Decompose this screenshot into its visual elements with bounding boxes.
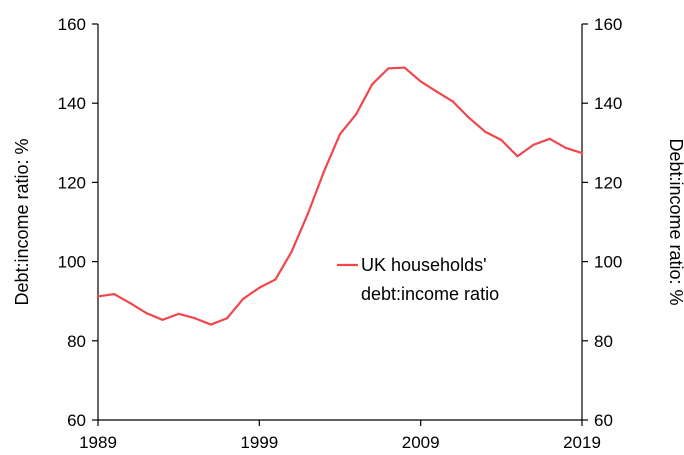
data-point-1991 (129, 302, 132, 305)
data-point-2013 (484, 130, 487, 133)
data-point-1997 (225, 317, 229, 320)
data-point-2018 (564, 146, 567, 150)
data-point-2006 (371, 83, 374, 86)
series-points (96, 66, 584, 326)
y-tick-label-right-160: 160 (594, 15, 622, 34)
data-point-2003 (322, 170, 325, 173)
data-point-1999 (258, 286, 261, 289)
y-tick-label-right-120: 120 (594, 173, 622, 192)
x-tick-label-1989: 1989 (79, 433, 117, 452)
data-point-1993 (161, 318, 164, 321)
x-tick-label-1999: 1999 (240, 433, 278, 452)
data-point-2011 (451, 100, 455, 103)
y-axis-title-left: Debt:income ratio: % (12, 138, 32, 305)
data-point-2008 (403, 66, 406, 69)
data-point-2002 (306, 212, 309, 216)
legend: UK households' debt:income ratio (337, 255, 499, 304)
data-point-2007 (387, 67, 390, 70)
data-point-1994 (177, 312, 180, 315)
y-tick-label-right-80: 80 (594, 332, 613, 351)
data-point-1998 (242, 297, 245, 300)
data-point-1995 (193, 317, 196, 320)
legend-label-line1: UK households' (361, 255, 487, 275)
data-point-1990 (113, 292, 116, 296)
data-point-2005 (355, 113, 358, 116)
axis-tick-labels: 60 60 80 80 100 100 120 120 140 140 160 160 1989 1999… (58, 15, 623, 452)
data-point-2010 (435, 90, 438, 93)
data-point-2012 (467, 116, 471, 119)
x-tick-label-2009: 2009 (402, 433, 440, 452)
data-point-2014 (500, 138, 503, 142)
legend-label-line2: debt:income ratio (361, 284, 499, 304)
x-tick-label-2019: 2019 (563, 433, 601, 452)
y-tick-label-right-60: 60 (594, 411, 613, 430)
data-point-2004 (338, 132, 342, 136)
data-point-2019 (580, 151, 584, 155)
data-point-2016 (532, 143, 535, 146)
data-point-2017 (548, 137, 551, 140)
y-tick-label-left-140: 140 (58, 94, 86, 113)
data-point-1989 (96, 295, 100, 298)
y-axis-title-right: Debt:income ratio: % (666, 138, 684, 305)
y-tick-label-left-100: 100 (58, 253, 86, 272)
data-point-2009 (419, 80, 422, 83)
data-point-1992 (145, 311, 148, 315)
plot-frame (97, 24, 583, 421)
y-tick-label-left-120: 120 (58, 173, 86, 192)
y-tick-label-left-80: 80 (67, 332, 86, 351)
y-tick-label-left-60: 60 (67, 411, 86, 430)
y-tick-label-right-100: 100 (594, 253, 622, 272)
data-point-2001 (290, 250, 293, 253)
y-tick-label-left-160: 160 (58, 15, 86, 34)
data-point-2015 (516, 155, 519, 158)
series-line-uk-households-debt-income-ratio (96, 66, 584, 326)
data-point-1996 (209, 323, 213, 326)
y-tick-label-right-140: 140 (594, 94, 622, 113)
axis-ticks (92, 23, 588, 426)
data-point-2000 (274, 278, 277, 281)
